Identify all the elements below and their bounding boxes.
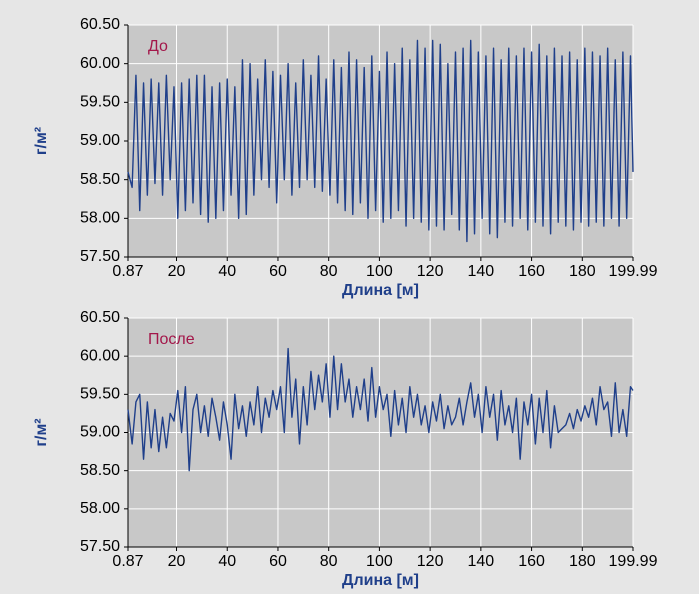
x-tick-label: 80 — [320, 553, 338, 570]
x-tick-label: 100 — [366, 553, 393, 570]
x-tick-label: 120 — [417, 263, 444, 280]
x-tick-label: 0.87 — [112, 553, 143, 570]
y-axis-label: г/м² — [33, 127, 50, 155]
annotation: После — [148, 331, 195, 348]
x-tick-label: 180 — [569, 263, 596, 280]
y-tick-label: 60.00 — [80, 55, 120, 72]
x-tick-label: 100 — [366, 263, 393, 280]
y-tick-label: 58.00 — [80, 210, 120, 227]
x-tick-label: 120 — [417, 553, 444, 570]
x-tick-label: 60 — [269, 263, 287, 280]
y-tick-label: 60.50 — [80, 309, 120, 326]
x-tick-label: 40 — [218, 553, 236, 570]
x-tick-label: 160 — [518, 263, 545, 280]
y-tick-label: 58.50 — [80, 462, 120, 479]
y-tick-label: 57.50 — [80, 538, 120, 555]
x-tick-label: 40 — [218, 263, 236, 280]
data-line — [127, 347, 634, 472]
y-tick-label: 60.50 — [80, 16, 120, 33]
y-tick-label: 59.00 — [80, 424, 120, 441]
x-tick-label: 199.99 — [609, 263, 658, 280]
y-axis-label: г/м² — [33, 418, 50, 446]
x-tick-label: 199.99 — [609, 553, 658, 570]
x-tick-label: 80 — [320, 263, 338, 280]
y-tick-label: 59.00 — [80, 132, 120, 149]
data-line — [127, 39, 634, 243]
x-tick-label: 20 — [168, 263, 186, 280]
y-tick-label: 57.50 — [80, 248, 120, 265]
y-tick-label: 59.50 — [80, 94, 120, 111]
x-axis-label: Длина [м] — [342, 572, 419, 589]
x-tick-label: 180 — [569, 553, 596, 570]
y-tick-label: 58.50 — [80, 171, 120, 188]
x-tick-label: 160 — [518, 553, 545, 570]
x-tick-label: 60 — [269, 553, 287, 570]
x-axis-label: Длина [м] — [342, 282, 419, 299]
annotation: До — [148, 38, 168, 55]
x-tick-label: 140 — [468, 553, 495, 570]
x-tick-label: 20 — [168, 553, 186, 570]
y-tick-label: 58.00 — [80, 500, 120, 517]
x-tick-label: 0.87 — [112, 263, 143, 280]
x-tick-label: 140 — [468, 263, 495, 280]
y-tick-label: 59.50 — [80, 386, 120, 403]
y-tick-label: 60.00 — [80, 347, 120, 364]
